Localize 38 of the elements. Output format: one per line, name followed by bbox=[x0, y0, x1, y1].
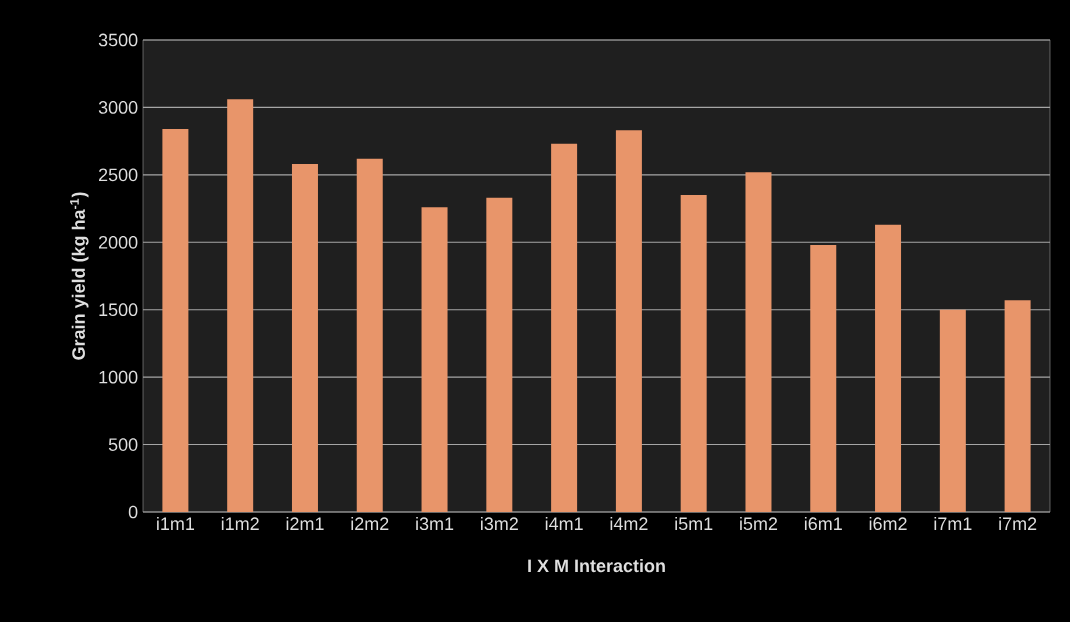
bar bbox=[810, 244, 837, 512]
x-tick-label: i7m1 bbox=[934, 516, 972, 530]
x-tick-label: i6m1 bbox=[804, 516, 842, 531]
y-tick-label: 0 bbox=[128, 505, 138, 519]
y-tick-label: 2000 bbox=[99, 235, 138, 249]
x-tick-label: i7m2 bbox=[999, 516, 1037, 530]
x-tick-label: i3m2 bbox=[481, 516, 518, 531]
bar bbox=[745, 172, 772, 512]
bar bbox=[1004, 300, 1031, 512]
bar bbox=[551, 143, 578, 512]
x-tick-label: i2m1 bbox=[286, 516, 324, 530]
bar bbox=[421, 207, 448, 512]
x-tick-label: i2m2 bbox=[351, 516, 389, 530]
bar bbox=[875, 224, 902, 512]
x-tick-label: i6m2 bbox=[869, 516, 907, 531]
y-tick-label: 2500 bbox=[99, 168, 138, 182]
bar bbox=[291, 164, 318, 512]
bar bbox=[680, 195, 707, 512]
x-tick-label: i1m1 bbox=[157, 516, 195, 530]
x-tick-label: i5m1 bbox=[675, 516, 713, 531]
y-tick-label: 500 bbox=[108, 438, 138, 451]
bar bbox=[162, 129, 189, 512]
y-tick-label: 1000 bbox=[99, 370, 138, 384]
x-tick-label: i5m2 bbox=[740, 516, 778, 531]
x-tick-label: i3m1 bbox=[416, 516, 454, 531]
x-tick-label: i1m2 bbox=[221, 516, 259, 530]
bar bbox=[227, 99, 254, 512]
y-axis-title: Grain yield (kg ha$^{-1}$) bbox=[70, 192, 89, 360]
x-tick-label: i4m2 bbox=[610, 516, 648, 530]
x-tick-label: i4m1 bbox=[545, 516, 583, 530]
bar bbox=[356, 158, 383, 512]
y-tick-label: 3000 bbox=[98, 101, 138, 114]
bar bbox=[615, 130, 642, 512]
y-tick-label: 1500 bbox=[99, 303, 138, 317]
x-axis-title: I X M Interaction bbox=[528, 558, 665, 573]
y-tick-label: 3500 bbox=[98, 33, 138, 47]
bar bbox=[939, 309, 966, 512]
bar bbox=[486, 197, 513, 512]
